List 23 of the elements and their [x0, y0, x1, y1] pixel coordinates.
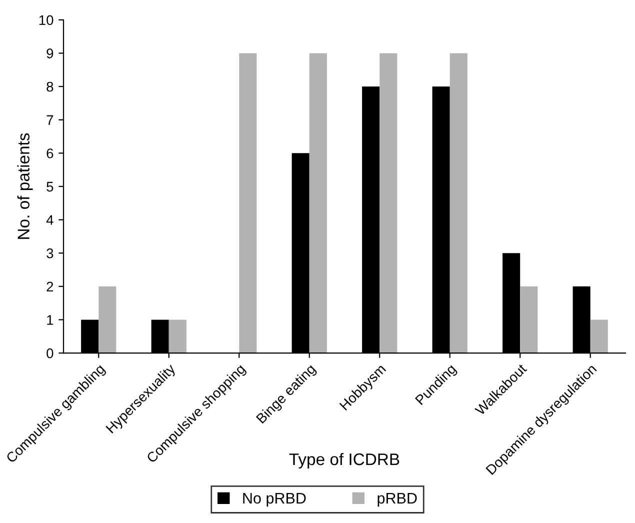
x-axis-title: Type of ICDRB: [289, 452, 400, 469]
y-tick-label: 2: [46, 282, 54, 292]
y-tick-label: 10: [39, 15, 54, 26]
legend-label: pRBD: [378, 492, 417, 507]
bar: [168, 320, 186, 354]
y-tick-label: 4: [46, 215, 54, 225]
y-tick-label: 1: [47, 315, 54, 325]
y-tick-label: 0: [46, 348, 54, 358]
y-tick-label: 5: [46, 182, 54, 192]
bar: [520, 286, 538, 354]
y-tick-label: 8: [46, 82, 54, 92]
y-tick-label: 7: [46, 115, 54, 125]
bar: [98, 286, 116, 354]
y-tick-label: 6: [46, 148, 54, 158]
y-axis-title: No. of patients: [17, 133, 33, 239]
bar: [309, 53, 327, 354]
y-tick-label: 9: [46, 48, 54, 58]
bar: [450, 53, 468, 354]
bar: [239, 53, 257, 354]
legend-label: No pRBD: [243, 492, 306, 507]
y-tick-label: 3: [46, 248, 54, 258]
bar: [380, 53, 398, 354]
bar: [590, 320, 608, 354]
